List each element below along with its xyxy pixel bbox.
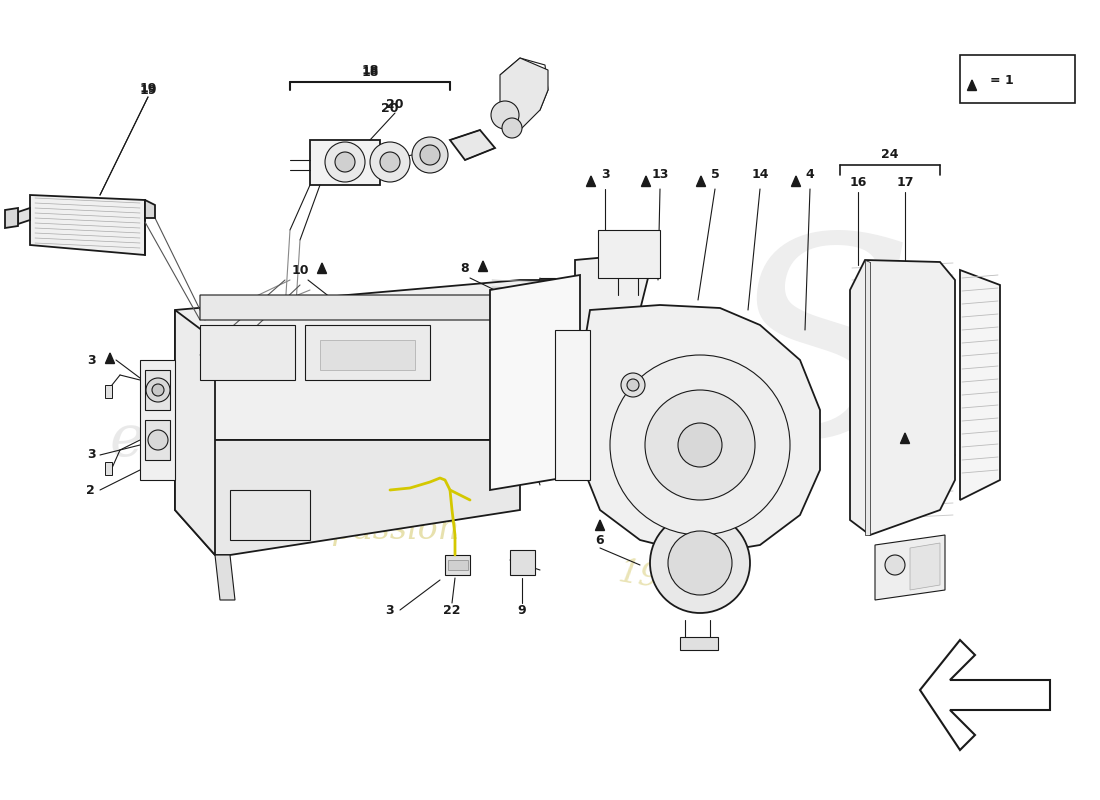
Circle shape: [491, 101, 519, 129]
Bar: [598, 230, 660, 278]
Text: 9: 9: [518, 603, 526, 617]
Text: 6: 6: [596, 534, 604, 546]
Polygon shape: [500, 58, 548, 130]
Text: a passion: a passion: [301, 514, 459, 546]
Text: 20: 20: [382, 102, 398, 114]
Polygon shape: [556, 330, 590, 480]
Text: eurocars: eurocars: [110, 412, 371, 468]
Text: 5: 5: [711, 169, 719, 182]
Text: 22: 22: [443, 603, 461, 617]
Polygon shape: [490, 275, 580, 490]
Circle shape: [627, 379, 639, 391]
Polygon shape: [320, 340, 415, 370]
Circle shape: [668, 531, 732, 595]
Polygon shape: [586, 176, 595, 186]
Text: 19: 19: [140, 82, 156, 94]
Text: 10: 10: [292, 263, 309, 277]
Circle shape: [370, 142, 410, 182]
Polygon shape: [175, 440, 520, 555]
Polygon shape: [175, 280, 560, 440]
Polygon shape: [214, 555, 235, 600]
Polygon shape: [792, 176, 801, 186]
Polygon shape: [310, 140, 380, 185]
Polygon shape: [680, 637, 718, 650]
Polygon shape: [641, 176, 650, 186]
Polygon shape: [6, 208, 18, 228]
Polygon shape: [106, 353, 114, 363]
Polygon shape: [510, 550, 535, 575]
Text: 8: 8: [461, 262, 470, 274]
Polygon shape: [901, 433, 910, 443]
Polygon shape: [30, 195, 145, 255]
Polygon shape: [18, 208, 30, 224]
Polygon shape: [305, 325, 430, 380]
Text: 1985: 1985: [615, 557, 705, 603]
Polygon shape: [145, 370, 170, 410]
Circle shape: [610, 355, 790, 535]
Circle shape: [148, 430, 168, 450]
Circle shape: [324, 142, 365, 182]
Polygon shape: [318, 263, 327, 274]
Polygon shape: [865, 260, 870, 535]
Text: 17: 17: [896, 177, 914, 190]
Text: 24: 24: [881, 149, 899, 162]
Bar: [960, 55, 1075, 103]
Polygon shape: [448, 560, 468, 570]
Polygon shape: [910, 543, 940, 590]
Text: 3: 3: [386, 603, 394, 617]
Circle shape: [645, 390, 755, 500]
Circle shape: [886, 555, 905, 575]
Circle shape: [379, 152, 400, 172]
Circle shape: [678, 423, 722, 467]
Polygon shape: [175, 310, 214, 555]
Polygon shape: [595, 520, 605, 530]
Text: 3: 3: [88, 449, 97, 462]
Text: 18: 18: [361, 63, 378, 77]
Text: S: S: [725, 226, 915, 494]
Text: 13: 13: [651, 169, 669, 182]
Circle shape: [336, 152, 355, 172]
Polygon shape: [140, 360, 175, 480]
Polygon shape: [104, 462, 112, 475]
Text: 20: 20: [386, 98, 404, 111]
Polygon shape: [200, 295, 540, 320]
Polygon shape: [920, 640, 1050, 750]
Polygon shape: [850, 260, 955, 535]
Circle shape: [420, 145, 440, 165]
Circle shape: [152, 384, 164, 396]
Circle shape: [650, 513, 750, 613]
Polygon shape: [696, 176, 705, 186]
Polygon shape: [104, 385, 112, 398]
Polygon shape: [478, 261, 487, 271]
Text: 19: 19: [140, 83, 156, 97]
Polygon shape: [230, 490, 310, 540]
Text: 16: 16: [849, 177, 867, 190]
Polygon shape: [580, 305, 820, 555]
Circle shape: [146, 378, 170, 402]
Text: = 1: = 1: [990, 74, 1014, 86]
Polygon shape: [145, 200, 155, 218]
Text: 2: 2: [86, 483, 95, 497]
Text: 3: 3: [88, 354, 97, 366]
Polygon shape: [968, 80, 977, 90]
Polygon shape: [200, 325, 295, 380]
Text: 3: 3: [601, 169, 609, 182]
Text: 18: 18: [361, 66, 378, 78]
Polygon shape: [145, 420, 170, 460]
Circle shape: [412, 137, 448, 173]
Circle shape: [621, 373, 645, 397]
Polygon shape: [575, 255, 650, 380]
Polygon shape: [446, 555, 470, 575]
Text: 4: 4: [805, 169, 814, 182]
Polygon shape: [450, 130, 495, 160]
Text: 14: 14: [751, 169, 769, 182]
Circle shape: [502, 118, 522, 138]
Polygon shape: [874, 535, 945, 600]
Polygon shape: [960, 270, 1000, 500]
